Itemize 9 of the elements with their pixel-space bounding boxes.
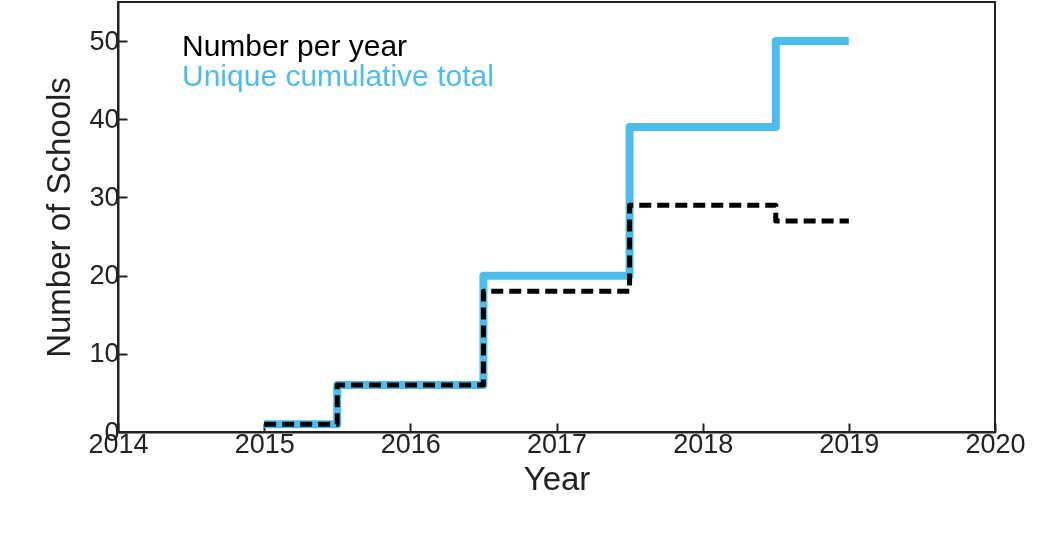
x-tick-label: 2016 (380, 428, 441, 459)
y-axis-title: Number of Schools (40, 77, 78, 358)
x-tick-label: 2017 (526, 428, 588, 459)
x-axis-title: Year (523, 459, 591, 497)
x-tick-label: 2015 (234, 428, 295, 459)
x-tick-label: 2019 (819, 428, 880, 459)
text: Number per year (182, 29, 408, 62)
x-tick-label: 2020 (965, 428, 1026, 459)
x-tick-label: 2018 (673, 428, 734, 459)
